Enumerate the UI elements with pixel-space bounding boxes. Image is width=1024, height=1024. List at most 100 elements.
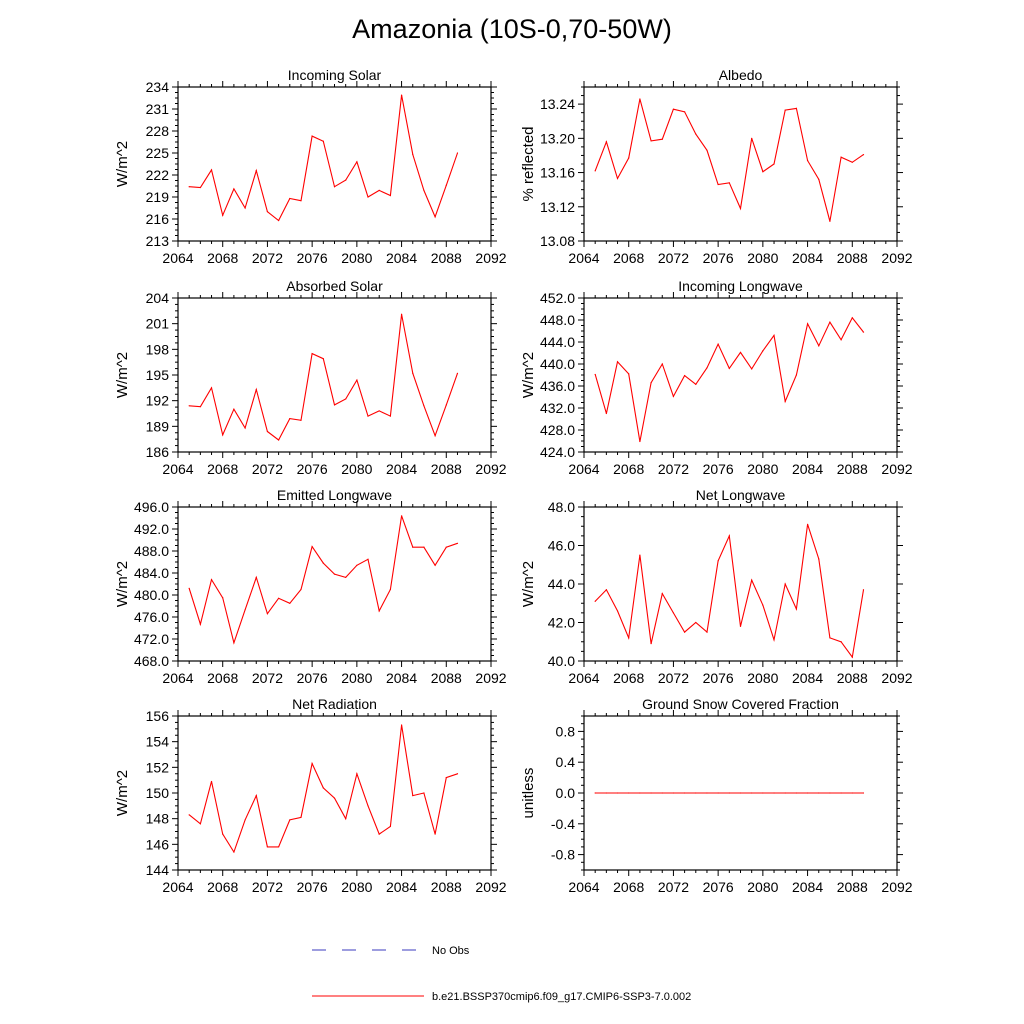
y-tick-label: 13.08 (540, 233, 575, 249)
data-point (445, 777, 447, 779)
data-point (672, 395, 675, 398)
data-point (605, 141, 607, 143)
data-point (717, 560, 719, 562)
data-point (378, 610, 380, 612)
y-tick-label: 192 (146, 393, 170, 409)
data-point (840, 641, 842, 643)
x-tick-label: 2076 (297, 670, 328, 686)
data-point (412, 546, 414, 548)
y-axis-label: W/m^2 (114, 352, 131, 398)
data-point (400, 313, 403, 315)
data-point (773, 639, 775, 641)
data-point (289, 418, 291, 420)
x-tick-label: 2068 (207, 670, 238, 686)
x-axis: 2064 2068 2072 2076 2080 2084 2088 2092 (162, 292, 507, 477)
data-point (616, 792, 619, 794)
y-tick-label: 428.0 (540, 422, 575, 438)
y-axis: 186 189 192 195 198 201 204 (146, 290, 497, 460)
data-point (333, 797, 336, 799)
data-point (728, 535, 730, 537)
x-tick-label: 2076 (703, 879, 734, 895)
y-tick-label: 213 (146, 233, 170, 249)
y-tick-label: 488.0 (134, 543, 169, 559)
data-point (784, 792, 786, 794)
data-point (278, 846, 280, 848)
data-point (594, 600, 596, 602)
data-point (605, 412, 607, 415)
y-tick-label: 198 (146, 341, 170, 357)
x-tick-label: 2084 (386, 670, 417, 686)
data-point (210, 780, 213, 783)
data-point (311, 135, 313, 137)
data-point (728, 182, 730, 184)
data-point (840, 792, 842, 794)
x-tick-label: 2064 (162, 461, 193, 477)
data-point (345, 398, 347, 400)
series-line (188, 724, 458, 854)
x-tick-label: 2088 (837, 879, 868, 895)
y-axis: 144 146 148 150 152 154 156 (146, 708, 497, 878)
y-tick-label: 432.0 (540, 400, 575, 416)
x-tick-label: 2084 (386, 250, 417, 266)
y-axis-label: W/m^2 (114, 770, 131, 816)
data-point (266, 846, 269, 848)
data-point (717, 792, 719, 794)
x-tick-label: 2092 (881, 461, 912, 477)
x-tick-label: 2080 (747, 461, 778, 477)
y-tick-label: 444.0 (540, 334, 575, 350)
data-point (199, 623, 201, 625)
data-point (322, 140, 324, 142)
y-axis-label: W/m^2 (520, 561, 537, 607)
data-point (639, 792, 641, 794)
data-point (616, 177, 619, 180)
x-tick-label: 2072 (658, 461, 689, 477)
y-tick-label: 42.0 (548, 615, 575, 631)
y-tick-label: 234 (146, 79, 170, 95)
data-point (851, 656, 853, 658)
data-point (356, 564, 358, 566)
data-point (233, 851, 235, 853)
data-point (244, 427, 246, 429)
data-point (210, 169, 213, 171)
data-point (199, 823, 201, 825)
data-point (751, 368, 753, 370)
y-axis: 13.08 13.12 13.16 13.20 13.24 (540, 86, 903, 249)
data-point (188, 405, 190, 407)
data-point (851, 161, 853, 163)
data-point (762, 792, 764, 794)
y-tick-label: 13.20 (540, 130, 575, 146)
panel-title: Incoming Solar (288, 67, 382, 83)
data-point (367, 415, 369, 417)
data-point (728, 367, 730, 369)
data-point (773, 792, 775, 794)
x-tick-label: 2084 (386, 461, 417, 477)
data-point (222, 434, 224, 436)
x-tick-label: 2088 (431, 879, 462, 895)
data-point (311, 762, 313, 765)
data-point (367, 805, 369, 807)
data-point (456, 152, 459, 154)
data-point (345, 818, 347, 820)
x-tick-label: 2092 (475, 461, 506, 477)
data-point (356, 161, 358, 163)
data-point (199, 406, 201, 408)
x-tick-label: 2076 (297, 250, 328, 266)
series-line (188, 515, 458, 645)
y-tick-label: 484.0 (134, 565, 169, 581)
y-tick-label: 186 (146, 444, 170, 460)
x-tick-label: 2068 (613, 461, 644, 477)
data-point (795, 107, 797, 109)
data-point (862, 153, 865, 156)
data-point (322, 562, 324, 564)
data-point (266, 211, 269, 213)
y-tick-label: -0.8 (551, 847, 575, 863)
x-tick-label: 2068 (207, 250, 238, 266)
x-tick-label: 2080 (341, 250, 372, 266)
y-tick-label: 144 (146, 862, 170, 878)
data-point (244, 609, 246, 611)
data-point (684, 792, 686, 794)
y-tick-label: 0.0 (556, 785, 576, 801)
